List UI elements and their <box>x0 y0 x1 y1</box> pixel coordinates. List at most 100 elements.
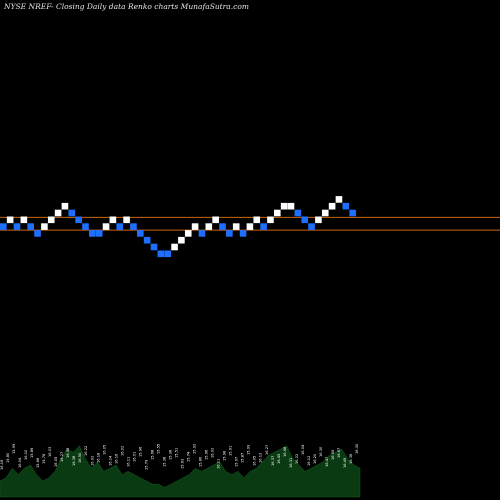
volume-label: 16.30 <box>319 446 323 457</box>
volume-label: 15.78 <box>42 453 46 464</box>
volume-label: 15.86 <box>199 456 203 467</box>
volume-label: 15.86 <box>30 447 34 458</box>
renko-bricks <box>0 196 356 258</box>
renko-brick-down <box>0 223 7 230</box>
volume-label: 16.50 <box>78 452 82 463</box>
volume-label: 15.92 <box>193 444 197 454</box>
renko-brick-up <box>205 223 213 230</box>
volume-label: 15.96 <box>205 449 209 460</box>
renko-brick-down <box>130 223 137 230</box>
volume-label: 16.02 <box>211 448 215 458</box>
renko-brick-down <box>294 209 302 217</box>
volume-label: 15.38 <box>162 456 166 467</box>
volume-label: 16.37 <box>271 456 275 466</box>
volume-label: 15.74 <box>187 451 191 462</box>
renko-brick-up <box>191 223 199 230</box>
renko-brick-up <box>253 216 261 224</box>
renko-brick-up <box>212 216 219 224</box>
volume-label: 16.36 <box>349 453 353 464</box>
volume-label: 16.11 <box>217 459 221 469</box>
renko-brick-up <box>6 216 14 224</box>
volume-label: 15.99 <box>247 444 251 455</box>
volume-label: 15.95 <box>12 444 16 454</box>
chart-title: NYSE NREF- Closing Daily data Renko char… <box>4 2 249 11</box>
renko-brick-up <box>274 209 281 217</box>
renko-brick-up <box>109 216 117 224</box>
volume-label: 16.12 <box>307 456 311 466</box>
renko-brick-down <box>342 202 350 210</box>
volume-label: 16.02 <box>90 456 94 466</box>
volume-label: 15.63 <box>181 459 185 469</box>
volume-label: 16.02 <box>120 446 124 456</box>
renko-brick-down <box>89 230 96 237</box>
volume-label: 16.04 <box>18 457 22 468</box>
renko-brick-down <box>150 243 158 251</box>
renko-brick-up <box>267 216 274 224</box>
volume-label: 16.12 <box>259 453 263 463</box>
renko-brick-down <box>75 216 82 224</box>
renko-brick-up <box>246 223 254 230</box>
renko-brick-up <box>178 236 185 244</box>
renko-brick-up <box>315 216 322 224</box>
volume-label: 16.27 <box>60 452 64 462</box>
renko-brick-up <box>335 196 343 203</box>
renko-brick-up <box>47 216 55 224</box>
volume-label: 16.67 <box>337 448 341 458</box>
renko-brick-down <box>116 223 124 230</box>
renko-brick-down <box>308 223 315 230</box>
renko-brick-up <box>102 223 110 230</box>
volume-label: 16.22 <box>295 454 299 464</box>
volume-label: 16.27 <box>265 445 269 455</box>
renko-brick-up <box>123 216 130 224</box>
volume-label: 16.10 <box>24 449 28 460</box>
volume-label: 16.05 <box>253 456 257 466</box>
volume-label: 16.55 <box>331 450 335 460</box>
volume-label: 15.97 <box>235 457 239 467</box>
renko-brick-up <box>54 209 62 217</box>
volume-label: 15.79 <box>144 459 148 470</box>
renko-brick-down <box>349 209 356 217</box>
volume-label: 16.05 <box>102 445 106 455</box>
volume-label: 15.51 <box>174 448 178 458</box>
volume-label: 15.91 <box>229 446 233 456</box>
volume-label: 15.38 <box>168 449 172 460</box>
renko-brick-up <box>20 216 28 224</box>
volume-label: 16.38 <box>66 447 70 458</box>
volume-label: 16.45 <box>277 454 281 464</box>
volume-label: 16.05 <box>54 457 58 467</box>
renko-brick-down <box>239 230 247 237</box>
renko-brick-up <box>321 209 329 217</box>
volume-label: 16.49 <box>343 457 347 468</box>
volume-label: 16.20 <box>313 453 317 464</box>
renko-brick-down <box>226 230 233 237</box>
reference-lines <box>0 216 500 231</box>
renko-brick-down <box>143 236 151 244</box>
volume-label: 16.31 <box>289 458 293 468</box>
renko-brick-down <box>260 223 267 230</box>
renko-brick-down <box>95 230 103 237</box>
renko-brick-down <box>68 209 76 217</box>
volume-label: 15.98 <box>223 450 227 461</box>
volume-label: 16.16 <box>114 453 118 464</box>
volume-label: 16.47 <box>325 457 329 467</box>
renko-brick-down <box>34 230 41 237</box>
volume-label: 16.48 <box>283 446 287 457</box>
renko-brick-down <box>13 223 21 230</box>
volume-label: 16.14 <box>108 455 112 466</box>
volume-label: 15.80 <box>6 452 10 463</box>
volume-label: 15.68 <box>150 449 154 460</box>
volume-label: 16.22 <box>84 446 88 456</box>
volume-label: 16.38 <box>72 455 76 466</box>
renko-brick-up <box>171 243 178 251</box>
renko-brick-down <box>164 250 171 258</box>
renko-brick-down <box>82 223 89 230</box>
renko-brick-up <box>232 223 240 230</box>
renko-brick-up <box>280 202 288 210</box>
volume-label: 16.16 <box>0 459 4 470</box>
renko-brick-up <box>184 230 192 237</box>
volume-area <box>0 445 361 498</box>
volume-label: 15.66 <box>36 457 40 468</box>
volume-label: 16.11 <box>126 457 130 467</box>
volume-label: 16.30 <box>355 443 359 454</box>
